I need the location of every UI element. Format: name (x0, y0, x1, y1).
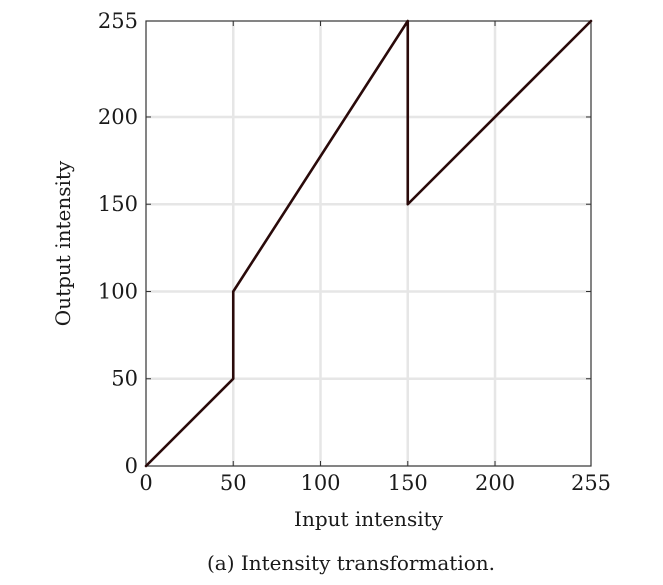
figure-caption: (a) Intensity transformation. (207, 551, 495, 575)
y-tick-label: 255 (98, 9, 138, 33)
x-tick-label: 200 (475, 471, 515, 495)
series-layer (144, 19, 593, 468)
x-tick-label: 0 (139, 471, 152, 495)
x-tick-label: 150 (388, 471, 428, 495)
ticks-layer (145, 20, 592, 467)
x-tick-label: 50 (220, 471, 247, 495)
x-tick-label: 100 (300, 471, 340, 495)
y-tick-label: 0 (125, 454, 138, 478)
y-tick-label: 200 (98, 105, 138, 129)
y-tick-label: 50 (111, 367, 138, 391)
series-line (144, 19, 593, 468)
x-tick-label: 255 (571, 471, 611, 495)
tick-labels-layer: 0 50 100 150 200 255 0 50 100 150 200 255 (98, 9, 611, 495)
y-tick-label: 100 (98, 279, 138, 303)
y-tick-label: 150 (98, 192, 138, 216)
x-axis-label: Input intensity (294, 507, 444, 531)
y-axis-label: Output intensity (51, 160, 75, 326)
plot-frame (145, 20, 592, 467)
